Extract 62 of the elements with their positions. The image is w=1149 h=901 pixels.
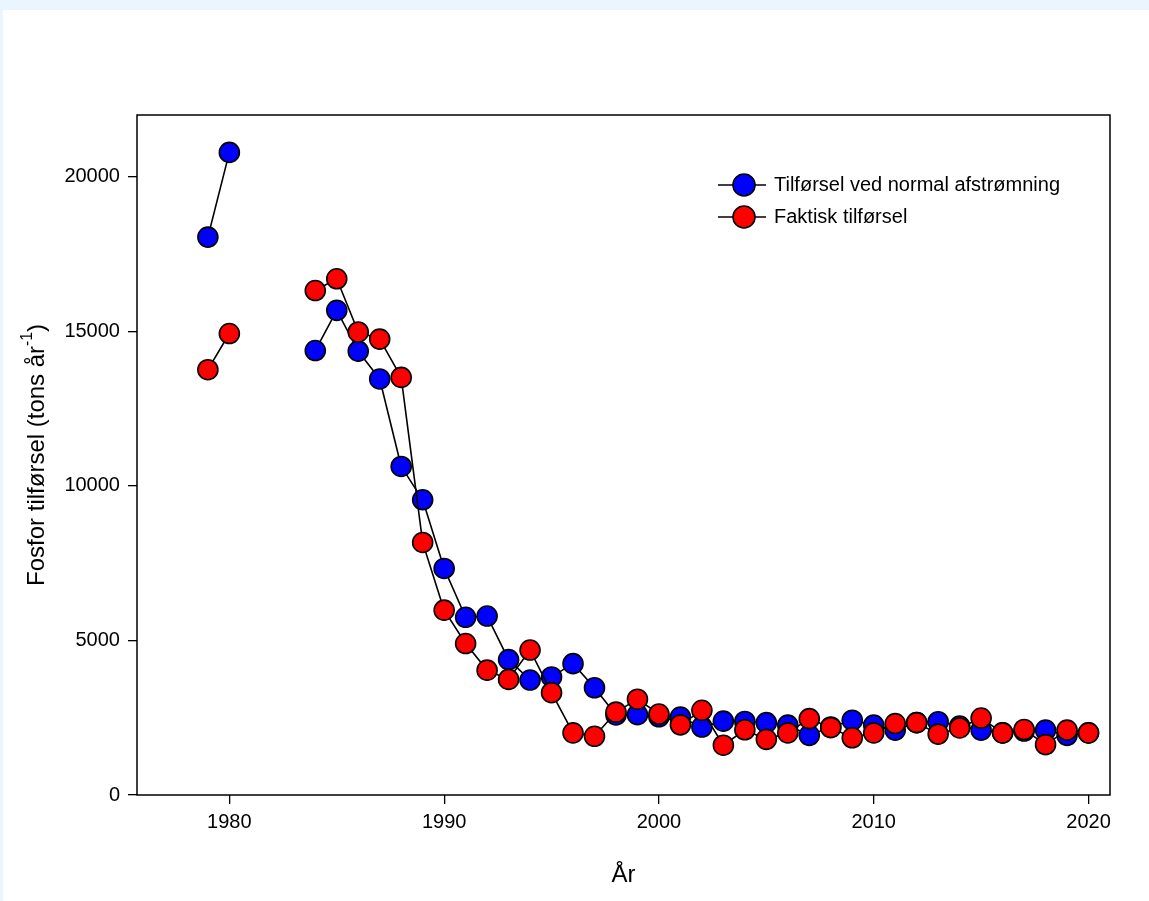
point [325, 299, 348, 322]
y-tick-label: 10000 [64, 473, 120, 496]
point [433, 557, 455, 580]
point [197, 358, 219, 381]
point [390, 455, 412, 478]
point [712, 734, 735, 757]
y-tick-label: 0 [108, 782, 120, 805]
x-tick-label: 2020 [1066, 809, 1111, 832]
point [970, 707, 992, 729]
point [626, 688, 649, 710]
point [411, 531, 434, 554]
y-axis-title: Fosfor tilførsel (tons år-1) [17, 324, 49, 586]
point [454, 632, 477, 655]
point [218, 322, 241, 345]
point [1056, 719, 1078, 741]
point [712, 710, 735, 732]
x-tick-label: 2010 [851, 809, 896, 832]
point [433, 599, 455, 621]
x-tick-label: 1980 [207, 809, 252, 832]
point [884, 712, 907, 735]
point [862, 722, 885, 744]
point [325, 268, 348, 290]
point [1034, 733, 1057, 756]
point [562, 652, 584, 675]
point [197, 226, 219, 248]
point [497, 668, 520, 691]
point [497, 648, 520, 671]
legend-label: Tilførsel ved normal afstrømning [774, 172, 1060, 195]
point [841, 709, 864, 731]
point [691, 699, 713, 722]
point [927, 723, 949, 745]
point [347, 340, 370, 362]
point [454, 606, 477, 629]
point [755, 728, 778, 751]
point [562, 722, 584, 744]
point [304, 279, 327, 302]
x-tick-label: 1990 [421, 809, 467, 832]
point [519, 669, 541, 691]
point [519, 639, 541, 661]
y-tick-label: 15000 [64, 318, 120, 341]
y-tick-label: 5000 [75, 627, 120, 650]
point [390, 366, 412, 389]
point [734, 718, 756, 741]
point [798, 707, 821, 730]
point [218, 141, 241, 164]
point [540, 681, 563, 704]
point [777, 722, 799, 744]
point [347, 321, 370, 343]
point [583, 725, 606, 748]
x-tick-label: 2000 [636, 809, 682, 832]
point [841, 727, 864, 749]
point [368, 368, 391, 390]
point [368, 328, 391, 350]
point [669, 714, 692, 736]
legend-label: Faktisk tilførsel [774, 204, 908, 227]
x-axis-title: År [611, 859, 636, 887]
point [304, 339, 327, 362]
point [476, 659, 498, 681]
point [583, 676, 606, 699]
point [476, 605, 498, 627]
point [411, 489, 434, 511]
y-tick-label: 20000 [64, 164, 120, 187]
